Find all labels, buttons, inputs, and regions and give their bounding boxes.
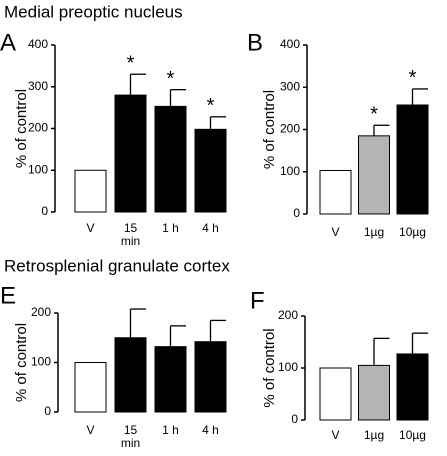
x-tick-label: V xyxy=(331,428,340,442)
heading: Medial preoptic nucleus xyxy=(4,2,183,21)
y-tick-label: 0 xyxy=(293,206,300,220)
y-tick-label: 200 xyxy=(278,308,298,322)
bar xyxy=(114,337,147,413)
x-tick-label: 1µg xyxy=(363,225,385,239)
y-tick-label: 100 xyxy=(31,355,51,369)
significance-marker: * xyxy=(370,104,378,126)
x-tick-label: 1µg xyxy=(363,428,385,442)
bar xyxy=(154,346,187,413)
panel-label: F xyxy=(250,287,265,314)
bar xyxy=(358,364,390,421)
bar xyxy=(194,341,227,413)
y-tick-label: 0 xyxy=(41,204,48,218)
y-tick-label: 0 xyxy=(44,404,51,418)
x-tick-label: V xyxy=(331,225,340,239)
significance-marker: * xyxy=(207,95,215,117)
bar xyxy=(396,104,429,215)
panel-label: A xyxy=(0,29,16,56)
x-tick-label: 10µg xyxy=(399,428,426,442)
x-tick-label: 10µg xyxy=(399,225,426,239)
bar xyxy=(358,135,390,215)
y-tick-label: 100 xyxy=(280,164,300,178)
y-tick-label: 100 xyxy=(278,360,298,374)
x-tick-label: 1 h xyxy=(162,221,179,235)
x-tick-label: 4 h xyxy=(202,423,219,437)
y-axis-label: % of control xyxy=(13,323,30,402)
y-tick-label: 200 xyxy=(28,121,48,135)
x-tick-label: 15 min xyxy=(120,221,141,248)
y-tick-label: 400 xyxy=(280,37,300,51)
x-tick-label: V xyxy=(86,221,95,235)
bar xyxy=(154,105,187,213)
y-tick-label: 300 xyxy=(280,79,300,93)
heading: Retrosplenial granulate cortex xyxy=(4,256,230,275)
bar xyxy=(319,367,352,421)
bar xyxy=(319,169,352,215)
bar xyxy=(396,353,429,421)
bar xyxy=(74,169,107,213)
significance-marker: * xyxy=(167,68,175,90)
y-tick-label: 400 xyxy=(28,37,48,51)
x-tick-label: 15 min xyxy=(120,423,141,450)
y-axis-label: % of control xyxy=(261,90,278,169)
significance-marker: * xyxy=(409,67,417,89)
x-tick-label: 1 h xyxy=(162,423,179,437)
y-tick-label: 100 xyxy=(28,162,48,176)
panel-label: E xyxy=(0,282,16,309)
y-tick-label: 0 xyxy=(291,412,298,426)
x-tick-label: 4 h xyxy=(202,221,219,235)
bar xyxy=(114,94,147,213)
y-axis-label: % of control xyxy=(13,89,30,168)
significance-marker: * xyxy=(127,53,135,75)
y-tick-label: 200 xyxy=(280,122,300,136)
bar xyxy=(194,128,227,213)
y-axis-label: % of control xyxy=(261,328,278,407)
panel-label: B xyxy=(247,29,263,56)
y-tick-label: 200 xyxy=(31,305,51,319)
x-tick-label: V xyxy=(86,423,95,437)
y-tick-label: 300 xyxy=(28,79,48,93)
bar xyxy=(74,362,107,413)
